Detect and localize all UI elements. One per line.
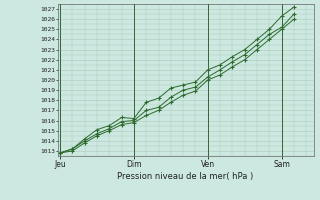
X-axis label: Pression niveau de la mer( hPa ): Pression niveau de la mer( hPa ): [117, 172, 254, 181]
